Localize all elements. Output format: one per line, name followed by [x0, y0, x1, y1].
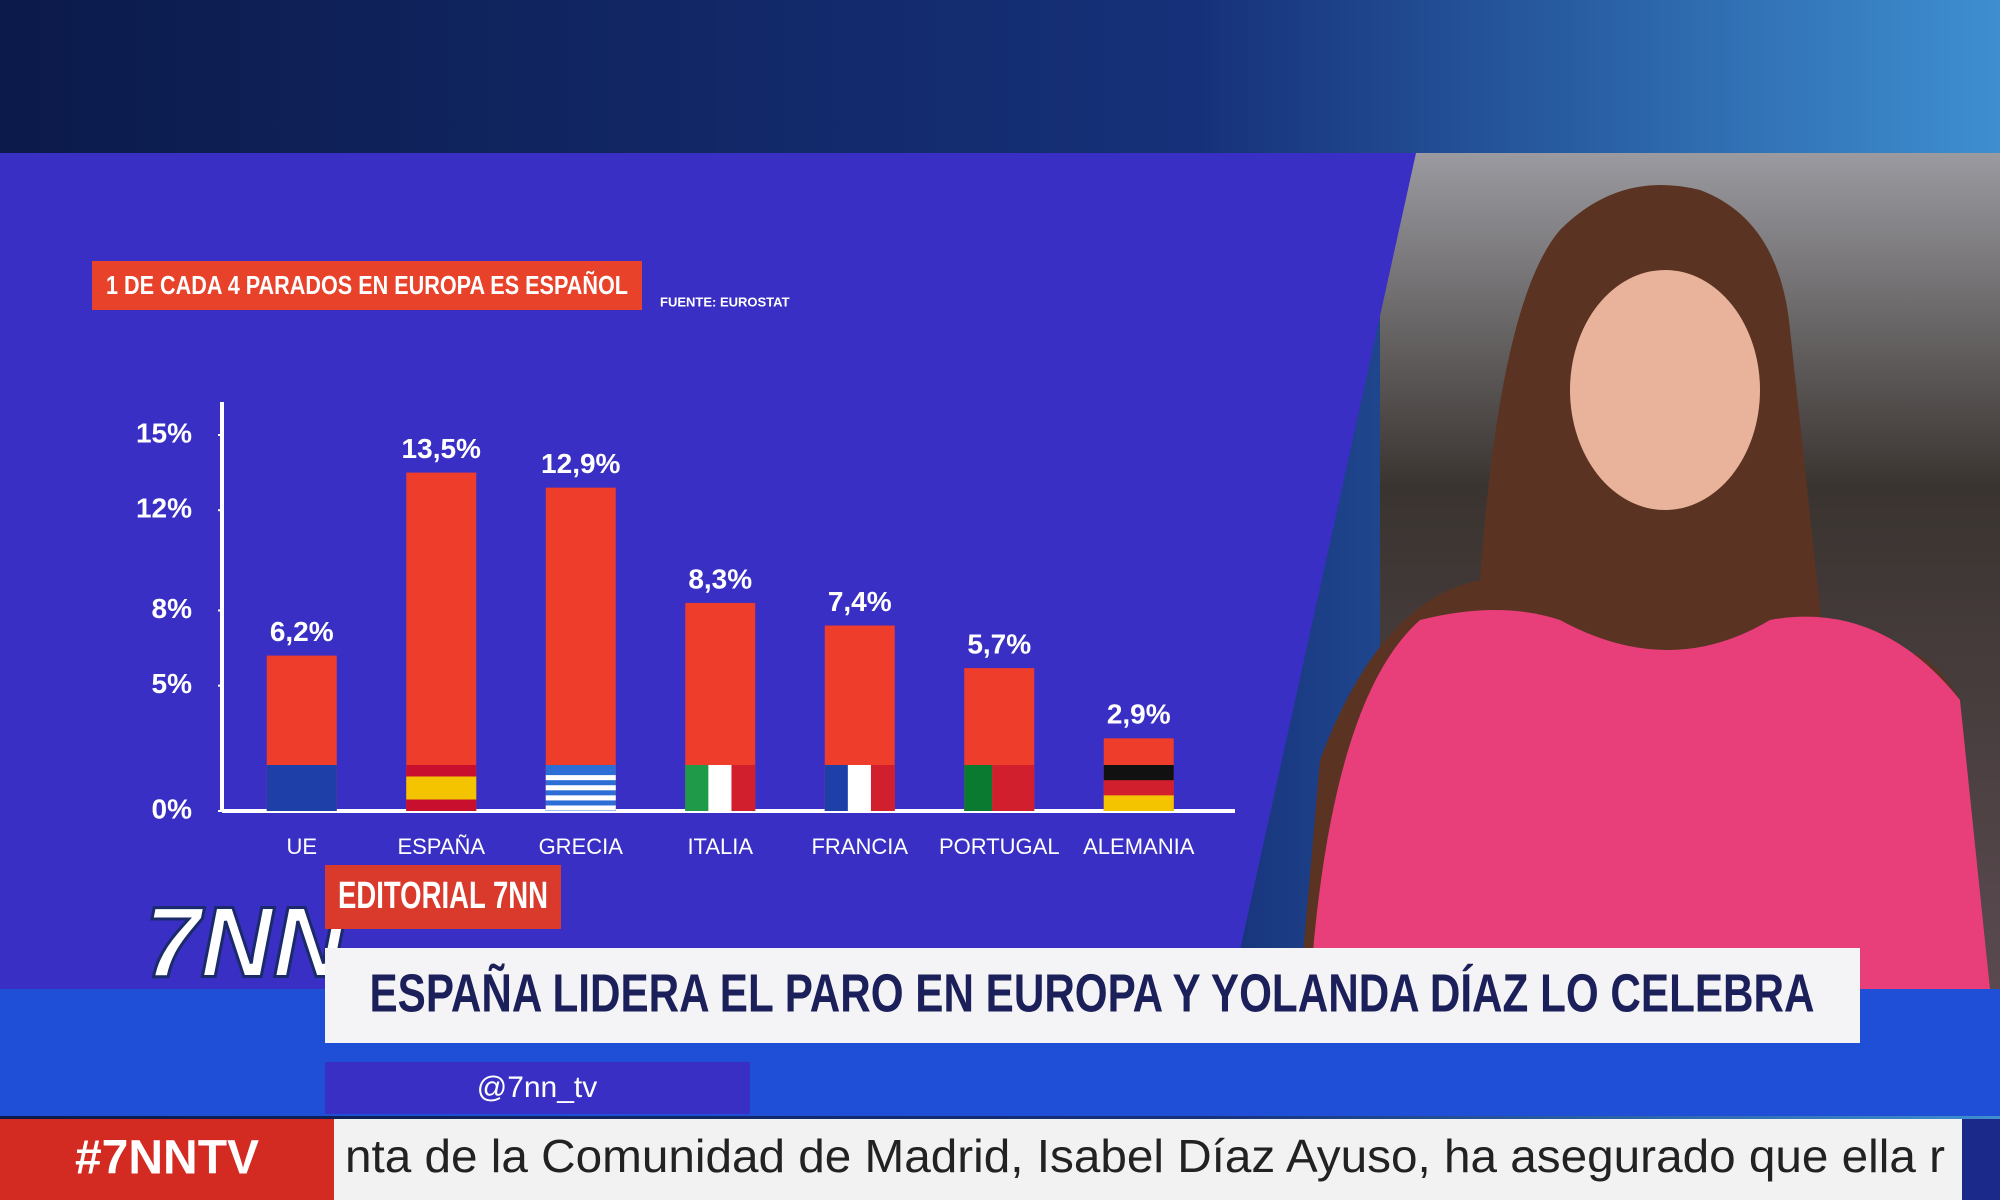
x-tick-label: PORTUGAL [939, 834, 1060, 859]
flag [406, 765, 477, 777]
handle: @7nn_tv [477, 1071, 598, 1104]
flag [1103, 780, 1174, 796]
program-box [325, 865, 561, 929]
flag [545, 795, 616, 801]
bar [406, 472, 477, 811]
flag [545, 805, 616, 811]
flag [731, 765, 756, 811]
ticker-end [1962, 1119, 2000, 1200]
flag [870, 765, 895, 811]
flag [1103, 795, 1174, 811]
flag [964, 765, 993, 811]
value-label: 13,5% [402, 433, 481, 464]
x-tick-label: ITALIA [687, 834, 753, 859]
value-label: 5,7% [967, 629, 1031, 660]
x-tick-label: ALEMANIA [1083, 834, 1195, 859]
logo: 7NN [145, 886, 347, 998]
x-tick-label: FRANCIA [811, 834, 908, 859]
flag [406, 799, 477, 811]
flag [545, 785, 616, 791]
program: EDITORIAL 7NN [338, 875, 548, 917]
bar [545, 487, 616, 811]
value-label: 12,9% [541, 448, 620, 479]
hashtag-box [0, 1119, 334, 1200]
chart-title: 1 DE CADA 4 PARADOS EN EUROPA ES ESPAÑOL [106, 270, 628, 300]
plot: 0% 5% 8% 12% 15% UE 6,2% ESPAÑA 13,5% GRECIA 12,9%… [136, 402, 1235, 859]
y-tick-label: 12% [136, 493, 192, 524]
flag [406, 776, 477, 800]
title-box [92, 261, 642, 310]
flag [545, 775, 616, 781]
flag [708, 765, 733, 811]
headline: ESPAÑA LIDERA EL PARO EN EUROPA Y YOLAND… [370, 963, 1815, 1023]
y-tick-label: 0% [152, 793, 193, 824]
flag [992, 765, 1035, 811]
handle-box [325, 1062, 750, 1114]
value-label: 6,2% [270, 616, 334, 647]
flag [685, 765, 710, 811]
y-tick-label: 8% [152, 593, 193, 624]
chart-panel [0, 153, 1416, 995]
x-tick-label: ESPAÑA [397, 834, 485, 859]
chart-source: FUENTE: EUROSTAT [660, 294, 790, 309]
presenter [1300, 185, 1990, 989]
flag [266, 765, 337, 811]
flag [824, 765, 849, 811]
ticker: nta de la Comunidad de Madrid, Isabel Dí… [345, 1130, 1945, 1182]
flag [847, 765, 872, 811]
headline-box [325, 948, 1860, 1043]
x-tick-label: GRECIA [539, 834, 624, 859]
y-tick-label: 15% [136, 417, 192, 448]
flag [1103, 765, 1174, 781]
value-label: 7,4% [828, 586, 892, 617]
x-tick-label: UE [286, 834, 317, 859]
value-label: 2,9% [1107, 699, 1171, 730]
hashtag: #7NNTV [75, 1132, 259, 1185]
value-label: 8,3% [688, 563, 752, 594]
y-tick-label: 5% [152, 668, 193, 699]
